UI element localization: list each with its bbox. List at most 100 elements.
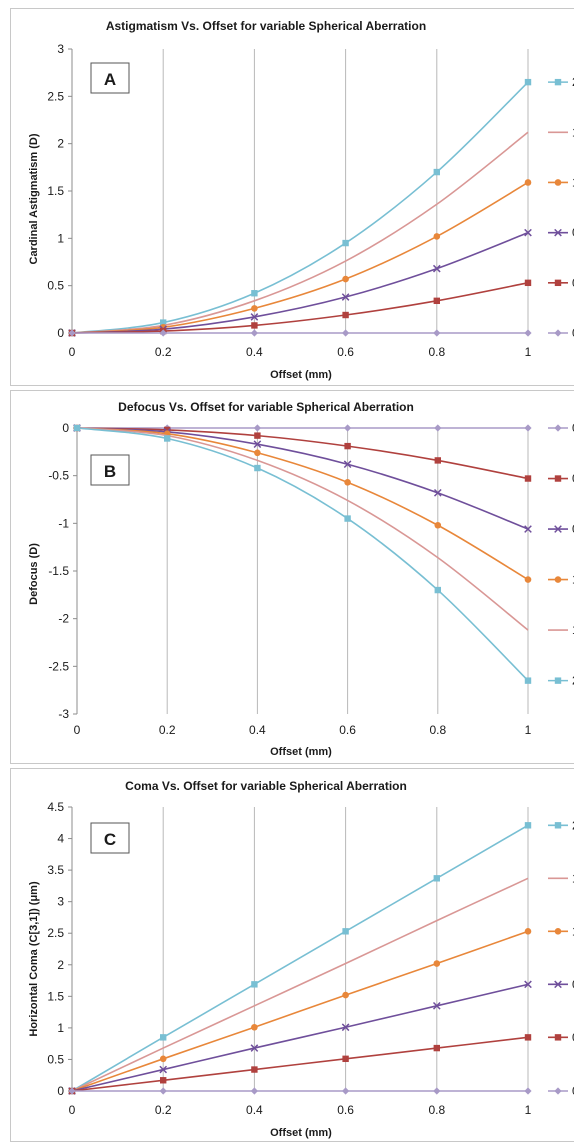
- x-tick-label: 1: [525, 345, 532, 359]
- data-point-0: [344, 424, 352, 432]
- legend-label-0: 0: [572, 1084, 574, 1098]
- y-axis-label: Cardinal Astigmatism (D): [28, 133, 40, 264]
- data-point-0.4: [434, 457, 441, 464]
- defocus-chart: Defocus Vs. Offset for variable Spherica…: [28, 400, 574, 758]
- data-point-0.8: [524, 525, 532, 533]
- data-point-1.2: [251, 305, 258, 312]
- data-point-1.2: [344, 479, 351, 486]
- data-point-0.8: [341, 293, 350, 301]
- data-point-0: [434, 424, 442, 432]
- y-tick-label: 1: [57, 1021, 64, 1035]
- legend-marker-2: [554, 677, 562, 684]
- data-point-0.8: [433, 488, 442, 497]
- legend-marker-0.4: [554, 1034, 562, 1041]
- x-tick-label: 0.8: [429, 723, 446, 737]
- data-point-1.2: [524, 179, 532, 186]
- data-point-0.8: [343, 460, 352, 469]
- legend-label-1.2: 1.2: [572, 924, 574, 938]
- y-tick-label: 0.5: [47, 279, 64, 293]
- data-point-2: [73, 424, 81, 432]
- data-point-0: [250, 329, 258, 337]
- x-tick-label: 0.2: [159, 723, 176, 737]
- x-tick-label: 0.8: [428, 345, 445, 359]
- data-point-0.4: [251, 1066, 258, 1073]
- y-tick-label: -2: [58, 612, 69, 626]
- legend-label-0: 0: [572, 326, 574, 340]
- chart-panel-coma: Coma Vs. Offset for variable Spherical A…: [10, 768, 574, 1142]
- data-point-2: [251, 981, 258, 988]
- panel-label-box: B: [90, 454, 130, 486]
- data-point-0.8: [432, 1001, 441, 1010]
- data-point-0.8: [253, 440, 262, 449]
- data-point-1.2: [524, 928, 532, 935]
- data-point-0: [342, 1087, 350, 1095]
- x-tick-label: 0: [69, 1103, 76, 1117]
- legend-marker-0: [554, 424, 562, 432]
- legend-label-1.2: 1.2: [572, 175, 574, 189]
- data-point-1.2: [159, 1055, 167, 1063]
- panel-label-box: C: [90, 822, 130, 854]
- legend-marker-0: [554, 329, 562, 337]
- x-tick-label: 1: [525, 723, 532, 737]
- data-point-2: [524, 822, 532, 829]
- data-point-0: [524, 329, 532, 337]
- series-line-1.2: [71, 181, 529, 334]
- series-line-0.4: [76, 427, 529, 480]
- y-tick-label: 3: [57, 895, 64, 909]
- data-point-0: [342, 329, 350, 337]
- data-point-0.4: [433, 1044, 440, 1052]
- data-point-0: [524, 424, 532, 432]
- series-line-1.2: [76, 427, 529, 581]
- data-point-0.8: [250, 1044, 259, 1052]
- y-axis-label: Defocus (D): [28, 543, 40, 605]
- data-point-2: [342, 239, 349, 247]
- series-line-0.4: [71, 1036, 529, 1092]
- x-tick-label: 0.2: [155, 345, 172, 359]
- legend-marker-1.2: [554, 179, 562, 186]
- data-point-0: [250, 1087, 258, 1095]
- data-point-2: [254, 464, 261, 472]
- series-line-0.8: [71, 983, 529, 1092]
- y-tick-label: -1: [58, 516, 69, 530]
- chart-title: Defocus Vs. Offset for variable Spherica…: [118, 400, 414, 414]
- legend-marker-1.2: [554, 928, 562, 935]
- data-point-0.4: [433, 297, 440, 305]
- y-tick-label: 4: [57, 832, 64, 846]
- series-line-2: [71, 81, 529, 334]
- y-tick-label: 2.5: [47, 926, 64, 940]
- data-point-0.4: [342, 311, 349, 319]
- chart-title: Coma Vs. Offset for variable Spherical A…: [125, 779, 407, 793]
- data-point-1.2: [433, 960, 441, 967]
- series-line-0.8: [71, 231, 529, 334]
- legend-label-1.2: 1.2: [572, 573, 574, 587]
- data-point-0.4: [524, 1034, 532, 1041]
- y-tick-label: 0: [62, 421, 69, 435]
- y-tick-label: 1: [57, 231, 64, 245]
- data-point-0.8: [524, 980, 532, 989]
- series-line-1.6: [71, 877, 529, 1092]
- x-tick-label: 1: [525, 1103, 532, 1117]
- y-tick-label: 3.5: [47, 863, 64, 877]
- y-tick-label: -0.5: [48, 469, 69, 483]
- chart-panel-astigmatism: Astigmatism Vs. Offset for variable Sphe…: [10, 8, 574, 386]
- data-point-0: [159, 329, 167, 337]
- data-point-0.8: [432, 264, 441, 273]
- data-point-0.8: [524, 228, 532, 237]
- legend-label-0.8: 0.8: [572, 226, 574, 240]
- x-axis-label: Offset (mm): [270, 369, 332, 381]
- series-line-2: [71, 824, 529, 1092]
- chart-panel-defocus: Defocus Vs. Offset for variable Spherica…: [10, 390, 574, 764]
- data-point-2: [251, 290, 258, 297]
- x-tick-label: 0.4: [246, 345, 263, 359]
- legend-marker-2: [554, 822, 562, 829]
- legend-label-1.6: 1.6: [572, 125, 574, 139]
- legend-label-2: 2: [572, 818, 574, 832]
- x-tick-label: 0.6: [337, 1103, 354, 1117]
- x-tick-label: 0.6: [337, 345, 354, 359]
- legend-marker-0.4: [554, 279, 562, 287]
- data-point-0: [433, 329, 441, 337]
- y-tick-label: 2: [57, 137, 64, 151]
- x-tick-label: 0.6: [339, 723, 356, 737]
- data-point-2: [164, 435, 171, 442]
- y-tick-label: 0.5: [47, 1052, 64, 1066]
